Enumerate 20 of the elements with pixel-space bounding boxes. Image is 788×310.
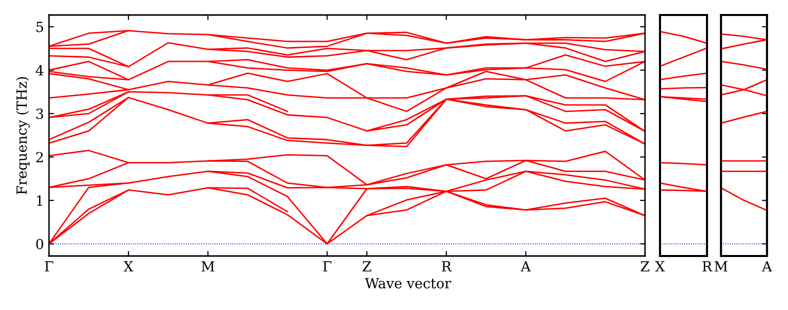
x-tick-label: Γ [44, 261, 54, 272]
y-tick-label: 5 [36, 22, 44, 32]
x-tick-label: A [762, 261, 772, 272]
x-tick-label: X [124, 261, 134, 272]
x-tick-label: M [714, 261, 728, 272]
x-tick-label: M [202, 261, 214, 272]
x-tick-label: A [520, 261, 531, 272]
y-tick-label: 1 [36, 195, 42, 206]
y-tick-label: 3 [36, 108, 44, 120]
x-axis-title: Wave vector [364, 278, 452, 288]
x-tick-label: R [702, 261, 713, 272]
x-tick-label: X [655, 261, 665, 272]
x-tick-label: Z [640, 261, 650, 272]
y-tick-label: 2 [36, 152, 43, 162]
x-tick-label: R [442, 261, 452, 272]
x-tick-label: Γ [323, 261, 332, 272]
x-tick-label: Z [362, 261, 372, 272]
y-tick-label: 4 [36, 65, 44, 76]
y-tick-label: 0 [36, 238, 44, 250]
y-axis-title: Frequency (THz) [16, 77, 30, 194]
